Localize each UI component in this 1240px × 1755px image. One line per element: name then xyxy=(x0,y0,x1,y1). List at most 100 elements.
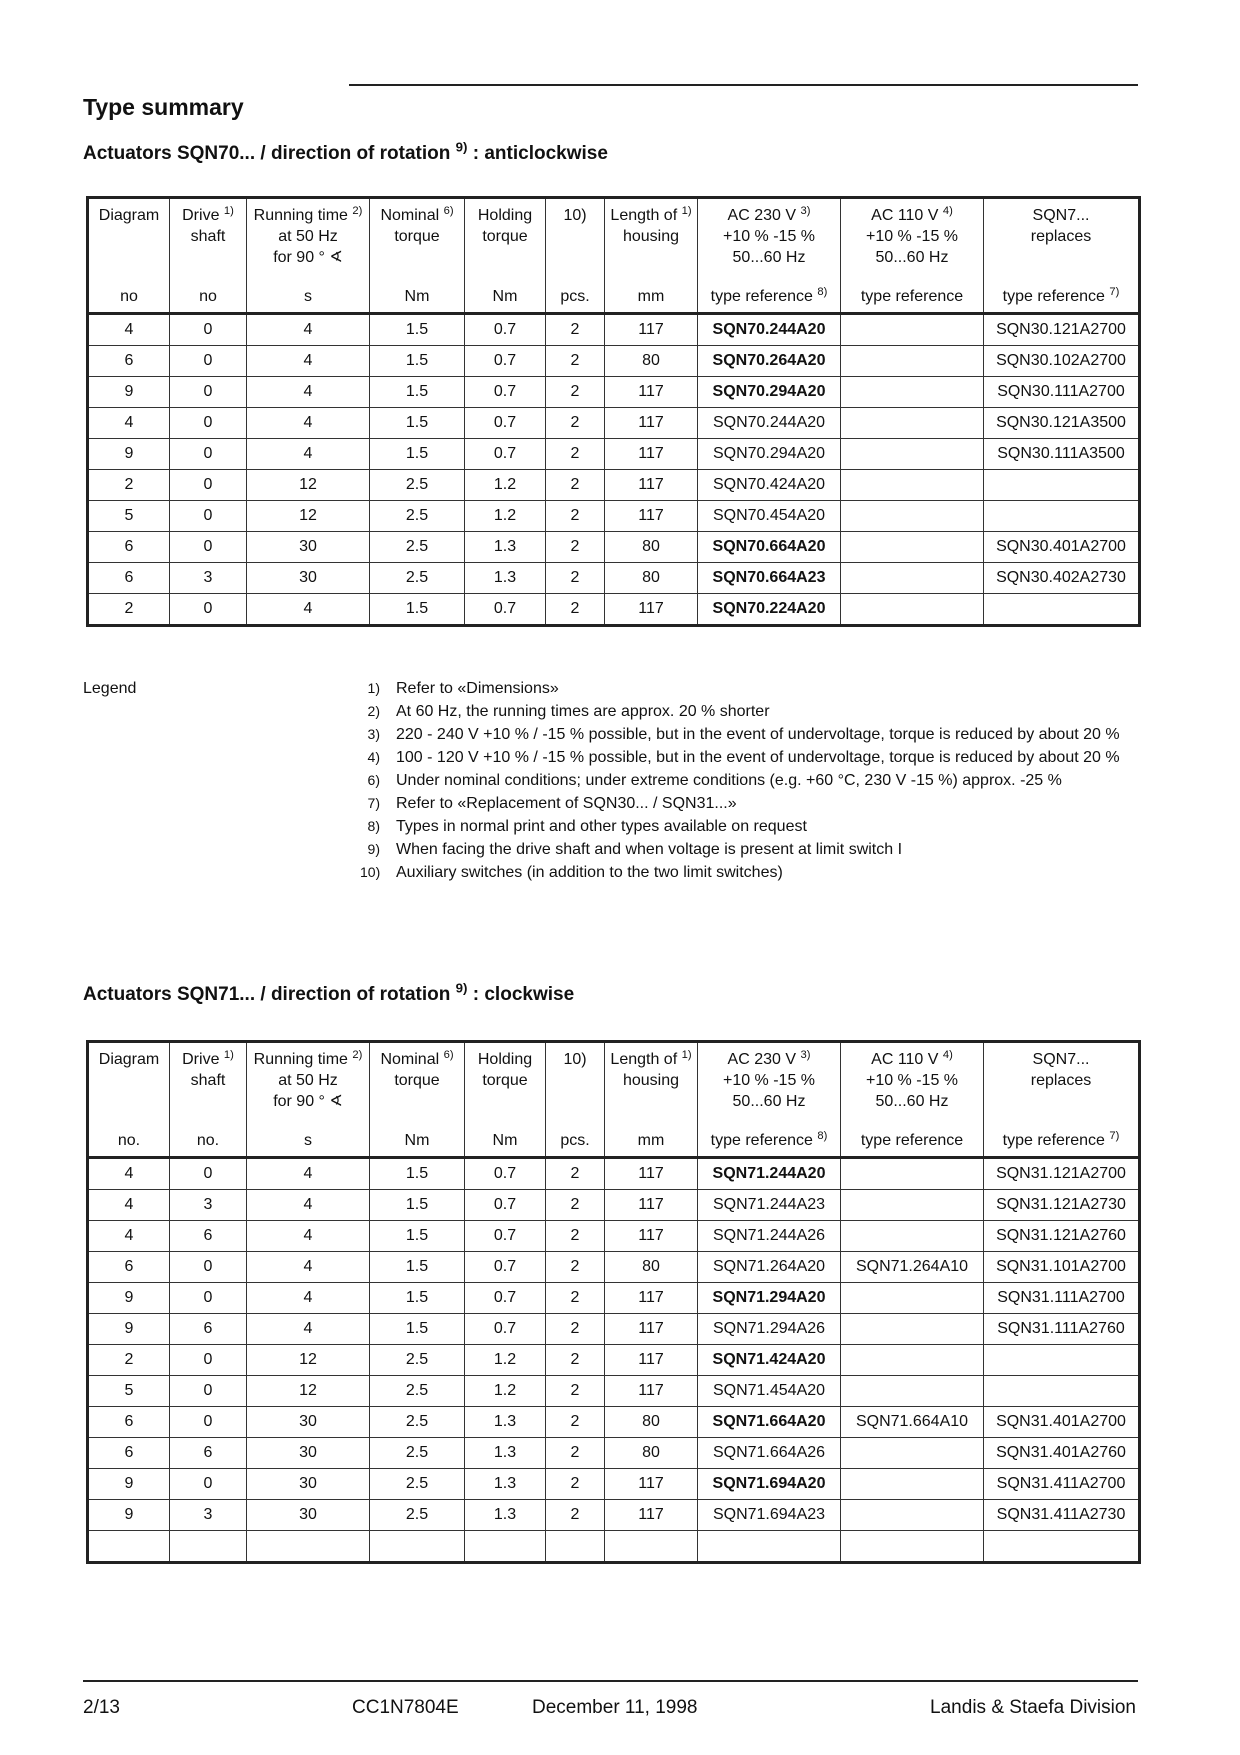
footnote-ref: 2) xyxy=(352,1048,363,1061)
header-text: Diagram xyxy=(98,207,160,224)
table-cell: SQN71.294A26 xyxy=(697,1313,841,1345)
header-unit: Nm xyxy=(370,286,464,307)
table-row: 6 0 4 1.5 0.7 2 80 SQN71.264A20 SQN71.264A10 SQN3… xyxy=(87,1251,1140,1283)
header-line: Drive 1) xyxy=(170,205,246,226)
table-cell: 2.5 xyxy=(369,1406,465,1438)
header-line: +10 % -15 % xyxy=(841,226,983,247)
table-cell: 0 xyxy=(169,1344,247,1376)
table-row: 6 6 30 2.5 1.3 2 80 SQN71.664A26 SQN31.401A2760 xyxy=(87,1437,1140,1469)
unit-text: type reference xyxy=(860,288,964,305)
table-cell: 0.7 xyxy=(464,313,546,346)
header-line: housing xyxy=(605,1070,697,1091)
header-line: AC 230 V 3) xyxy=(698,205,840,226)
unit-text: type reference xyxy=(1002,288,1105,305)
header-text: for 90 ° ∢ xyxy=(273,1093,343,1110)
table-cell xyxy=(840,1313,984,1345)
header-line: at 50 Hz xyxy=(247,226,369,247)
column-header: Diagram no xyxy=(87,197,170,314)
unit-text: mm xyxy=(637,1132,665,1149)
table-cell: SQN70.244A20 xyxy=(697,313,841,346)
legend-text: 220 - 240 V +10 % / -15 % possible, but … xyxy=(396,726,1120,743)
header-line: for 90 ° ∢ xyxy=(247,1091,369,1112)
table-cell: 1.5 xyxy=(369,376,465,408)
table-cell: 3 xyxy=(169,1189,247,1221)
footnote-ref: 9) xyxy=(455,139,468,155)
legend-text: At 60 Hz, the running times are approx. … xyxy=(396,703,770,720)
legend-list: 1) Refer to «Dimensions» 2) At 60 Hz, the r… xyxy=(360,680,1120,887)
table-cell: 6 xyxy=(87,1251,170,1283)
table-row: 9 0 4 1.5 0.7 2 117 SQN70.294A20 SQN30.111A3500 xyxy=(87,438,1140,470)
table-cell: 12 xyxy=(246,1375,370,1407)
unit-text: Nm xyxy=(404,288,430,305)
table-cell: 1.3 xyxy=(464,531,546,563)
header-unit: pcs. xyxy=(546,286,604,307)
table-cell: SQN31.411A2700 xyxy=(983,1468,1140,1500)
table-cell: 4 xyxy=(246,1282,370,1314)
header-line: Nominal 6) xyxy=(370,205,464,226)
table-cell xyxy=(983,469,1140,501)
table-cell: 117 xyxy=(604,469,698,501)
table-cell: 2 xyxy=(545,469,605,501)
header-line: AC 230 V 3) xyxy=(698,1049,840,1070)
table-cell: SQN71.664A10 xyxy=(840,1406,984,1438)
table-cell xyxy=(840,438,984,470)
header-line: AC 110 V 4) xyxy=(841,205,983,226)
table-cell: 12 xyxy=(246,1344,370,1376)
table-cell: 9 xyxy=(87,438,170,470)
header-unit: s xyxy=(247,1130,369,1151)
table-cell: 2 xyxy=(545,376,605,408)
table-cell xyxy=(840,1344,984,1376)
table-cell: 30 xyxy=(246,1499,370,1531)
legend-number: 10) xyxy=(360,864,381,880)
header-line: Holding xyxy=(465,1049,545,1070)
table-row: 2 0 12 2.5 1.2 2 117 SQN71.424A20 xyxy=(87,1344,1140,1376)
table-cell: SQN70.294A20 xyxy=(697,376,841,408)
table-cell: 2.5 xyxy=(369,1468,465,1500)
table-cell: 2 xyxy=(545,1375,605,1407)
table-cell: 80 xyxy=(604,531,698,563)
table-cell: 1.5 xyxy=(369,1251,465,1283)
table-row: 4 0 4 1.5 0.7 2 117 SQN70.244A20 SQN30.121A3500 xyxy=(87,407,1140,439)
table-cell: 2 xyxy=(545,1189,605,1221)
table-cell xyxy=(983,1530,1140,1563)
table-cell: 0 xyxy=(169,376,247,408)
column-header: Drive 1) shaft no. xyxy=(169,1041,247,1158)
table-cell: 117 xyxy=(604,1468,698,1500)
table-cell: 2 xyxy=(545,345,605,377)
table-cell: 2.5 xyxy=(369,562,465,594)
table-cell: 0 xyxy=(169,345,247,377)
header-line: Diagram xyxy=(89,205,169,226)
unit-text: s xyxy=(304,288,312,305)
table-cell: 4 xyxy=(87,313,170,346)
footnote-ref: 7) xyxy=(1109,1129,1120,1142)
table-row: 6 0 30 2.5 1.3 2 80 SQN70.664A20 SQN30.401A2700 xyxy=(87,531,1140,563)
table-cell: 2 xyxy=(545,1220,605,1252)
table-cell: SQN70.244A20 xyxy=(697,407,841,439)
section2-heading: Actuators SQN71... / direction of rotati… xyxy=(83,982,574,1006)
table-cell: 6 xyxy=(169,1313,247,1345)
table-row: 4 0 4 1.5 0.7 2 117 SQN70.244A20 SQN30.121A2700 xyxy=(87,313,1140,346)
table-cell: 0.7 xyxy=(464,1282,546,1314)
header-line: Nominal 6) xyxy=(370,1049,464,1070)
header-text: +10 % -15 % xyxy=(865,1072,959,1089)
table-cell: 1.2 xyxy=(464,1344,546,1376)
table-cell xyxy=(983,1344,1140,1376)
table-row: 9 6 4 1.5 0.7 2 117 SQN71.294A26 SQN31.111A2760 xyxy=(87,1313,1140,1345)
table-cell: 2 xyxy=(545,1344,605,1376)
header-text: Holding xyxy=(477,207,533,224)
table-cell xyxy=(840,562,984,594)
table-cell: 6 xyxy=(87,531,170,563)
table-cell: 0.7 xyxy=(464,407,546,439)
table-cell: SQN70.664A20 xyxy=(697,531,841,563)
table-cell xyxy=(840,345,984,377)
column-header: 10) pcs. xyxy=(545,197,605,314)
table-row: 2 0 12 2.5 1.2 2 117 SQN70.424A20 xyxy=(87,469,1140,501)
column-header: Running time 2) at 50 Hz for 90 ° ∢ s xyxy=(246,197,370,314)
table-cell: 9 xyxy=(87,1468,170,1500)
type-table-sqn71: Diagram no. Drive 1) shaft no. Running time 2… xyxy=(86,1040,1141,1564)
header-line: +10 % -15 % xyxy=(698,1070,840,1091)
footnote-ref: 3) xyxy=(800,1048,811,1061)
legend-item: 3) 220 - 240 V +10 % / -15 % possible, bu… xyxy=(360,726,1120,749)
table-cell: 0.7 xyxy=(464,345,546,377)
legend-number: 7) xyxy=(367,795,380,811)
